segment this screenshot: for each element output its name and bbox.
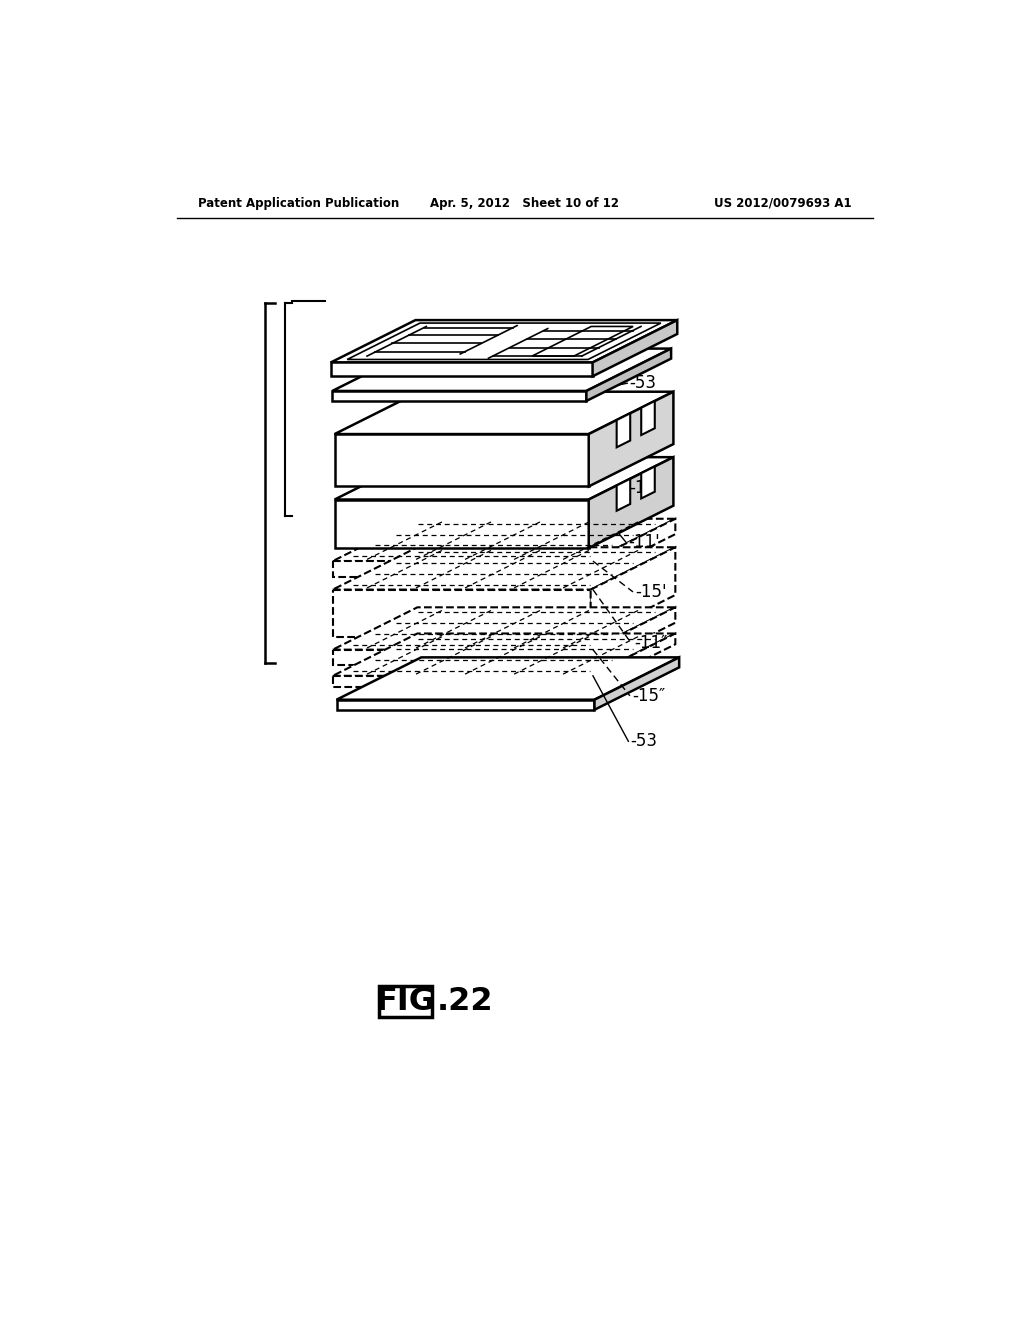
Polygon shape	[333, 649, 591, 665]
Polygon shape	[641, 466, 654, 499]
Polygon shape	[587, 348, 671, 401]
Text: FIG: FIG	[376, 986, 435, 1016]
Polygon shape	[591, 607, 676, 665]
Text: .22: .22	[437, 986, 494, 1016]
Polygon shape	[589, 392, 674, 487]
Polygon shape	[616, 413, 630, 447]
Polygon shape	[641, 401, 654, 436]
Text: Patent Application Publication: Patent Application Publication	[199, 197, 399, 210]
Polygon shape	[331, 363, 593, 376]
Text: US 2012/0079693 A1: US 2012/0079693 A1	[714, 197, 851, 210]
Polygon shape	[616, 479, 630, 511]
Text: -15″: -15″	[632, 686, 666, 705]
Polygon shape	[333, 391, 587, 401]
Text: -11″: -11″	[634, 635, 667, 652]
FancyBboxPatch shape	[379, 986, 432, 1016]
Polygon shape	[335, 499, 589, 548]
Text: -15': -15'	[635, 583, 667, 601]
Text: -15: -15	[641, 329, 668, 346]
Polygon shape	[333, 607, 676, 649]
Text: -53: -53	[631, 733, 657, 750]
Polygon shape	[591, 634, 676, 686]
Polygon shape	[589, 457, 674, 548]
Polygon shape	[335, 434, 589, 487]
Polygon shape	[333, 590, 591, 638]
Polygon shape	[593, 321, 677, 376]
Text: Apr. 5, 2012   Sheet 10 of 12: Apr. 5, 2012 Sheet 10 of 12	[430, 197, 620, 210]
Polygon shape	[333, 348, 671, 391]
Polygon shape	[333, 548, 676, 590]
Polygon shape	[337, 700, 595, 710]
Polygon shape	[333, 519, 676, 561]
Polygon shape	[595, 657, 679, 710]
Text: -53: -53	[630, 375, 656, 392]
Polygon shape	[337, 657, 679, 700]
Polygon shape	[333, 676, 591, 686]
Polygon shape	[331, 321, 677, 363]
Polygon shape	[591, 548, 676, 638]
Polygon shape	[335, 457, 674, 499]
Text: -11: -11	[630, 479, 656, 496]
Polygon shape	[335, 392, 674, 434]
Polygon shape	[333, 634, 676, 676]
Polygon shape	[333, 561, 591, 577]
Text: -11': -11'	[628, 533, 659, 550]
Polygon shape	[591, 519, 676, 577]
